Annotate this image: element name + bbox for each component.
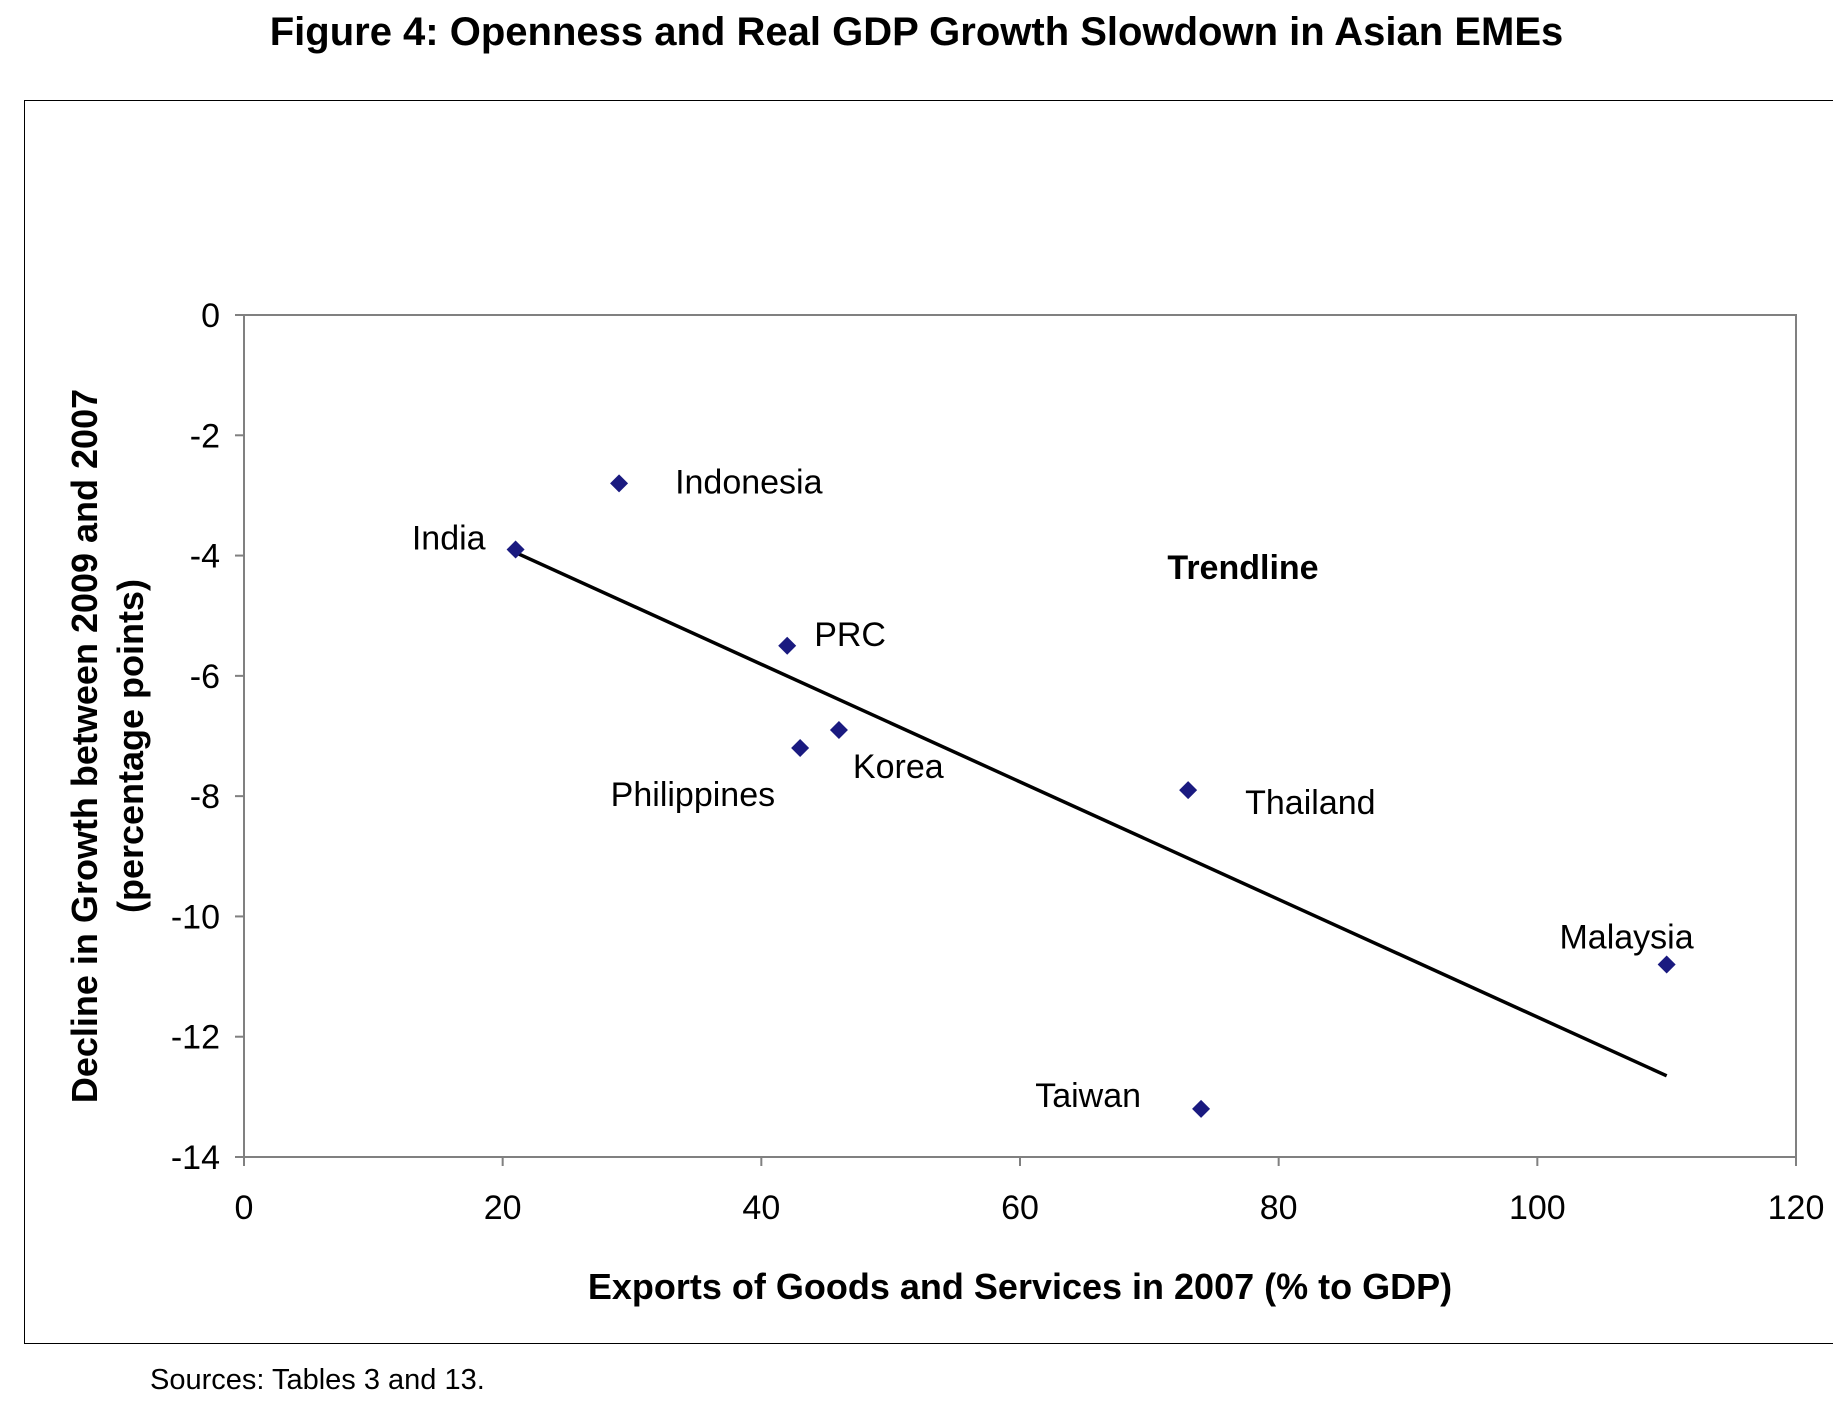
point-label-indonesia: Indonesia	[675, 463, 823, 501]
data-point-thailand	[1179, 781, 1198, 800]
scatter-chart: 0 20 40 60 80 100 120 0 -2 -4 -6 -8 -10 -12 -14 Trendl…	[64, 297, 1825, 1307]
point-label-prc: PRC	[814, 616, 886, 654]
y-tick-label: -2	[190, 417, 220, 455]
y-axis-title-line1: Decline in Growth between 2009 and 2007	[64, 389, 105, 1103]
y-tick-label: -14	[171, 1139, 220, 1177]
point-label-thailand: Thailand	[1245, 784, 1375, 822]
chart-frame: 0 20 40 60 80 100 120 0 -2 -4 -6 -8 -10 -12 -14 Trendl…	[24, 100, 1833, 1344]
data-point-korea	[829, 720, 848, 739]
y-tick-label: -10	[171, 898, 220, 936]
x-tick-label: 20	[484, 1189, 522, 1227]
data-point-philippines	[791, 739, 810, 758]
y-axis-title-line2: (percentage points)	[110, 579, 151, 913]
y-tick-label: 0	[201, 297, 220, 335]
data-point-prc	[778, 636, 797, 655]
point-label-india: India	[412, 520, 486, 558]
sources-note: Sources: Tables 3 and 13.	[150, 1364, 485, 1396]
x-tick-label: 0	[235, 1189, 254, 1227]
y-tick-label: -8	[190, 778, 220, 816]
data-point-malaysia	[1657, 955, 1676, 974]
trendline-label: Trendline	[1167, 549, 1318, 587]
plot-area	[243, 314, 1797, 1158]
point-label-taiwan: Taiwan	[1035, 1077, 1141, 1115]
x-tick-label: 120	[1768, 1189, 1825, 1227]
y-tick-label: -12	[171, 1019, 220, 1057]
point-label-korea: Korea	[853, 748, 944, 786]
x-tick-label: 40	[742, 1189, 780, 1227]
x-tick-label: 100	[1509, 1189, 1566, 1227]
data-point-taiwan	[1192, 1099, 1211, 1118]
x-tick-label: 80	[1260, 1189, 1298, 1227]
point-label-philippines: Philippines	[611, 776, 775, 814]
point-label-malaysia: Malaysia	[1559, 919, 1693, 957]
figure-title: Figure 4: Openness and Real GDP Growth S…	[269, 10, 1564, 54]
y-tick-label: -6	[190, 658, 220, 696]
data-point-indonesia	[610, 474, 629, 493]
trendline	[514, 550, 1668, 1078]
y-tick-label: -4	[190, 538, 220, 576]
x-axis-title: Exports of Goods and Services in 2007 (%…	[588, 1266, 1452, 1307]
data-point-india	[506, 540, 525, 559]
x-tick-label: 60	[1001, 1189, 1039, 1227]
